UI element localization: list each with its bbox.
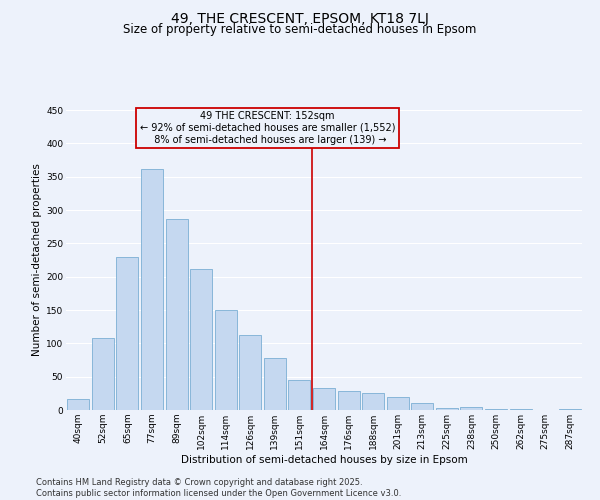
Bar [289, 380, 310, 410]
Bar [215, 310, 237, 410]
Bar [436, 408, 458, 410]
Bar [116, 256, 139, 410]
Bar [264, 358, 286, 410]
Bar [411, 404, 433, 410]
Text: Size of property relative to semi-detached houses in Epsom: Size of property relative to semi-detach… [124, 24, 476, 36]
Bar [460, 406, 482, 410]
Text: Contains HM Land Registry data © Crown copyright and database right 2025.
Contai: Contains HM Land Registry data © Crown c… [36, 478, 401, 498]
Bar [67, 400, 89, 410]
Bar [190, 268, 212, 410]
Bar [559, 408, 581, 410]
Text: 49 THE CRESCENT: 152sqm
← 92% of semi-detached houses are smaller (1,552)
  8% o: 49 THE CRESCENT: 152sqm ← 92% of semi-de… [140, 112, 395, 144]
Y-axis label: Number of semi-detached properties: Number of semi-detached properties [32, 164, 42, 356]
Bar [92, 338, 114, 410]
X-axis label: Distribution of semi-detached houses by size in Epsom: Distribution of semi-detached houses by … [181, 454, 467, 464]
Bar [239, 336, 262, 410]
Bar [485, 408, 507, 410]
Bar [386, 396, 409, 410]
Text: 49, THE CRESCENT, EPSOM, KT18 7LJ: 49, THE CRESCENT, EPSOM, KT18 7LJ [171, 12, 429, 26]
Bar [141, 168, 163, 410]
Bar [338, 390, 359, 410]
Bar [166, 218, 188, 410]
Bar [362, 392, 384, 410]
Bar [313, 388, 335, 410]
